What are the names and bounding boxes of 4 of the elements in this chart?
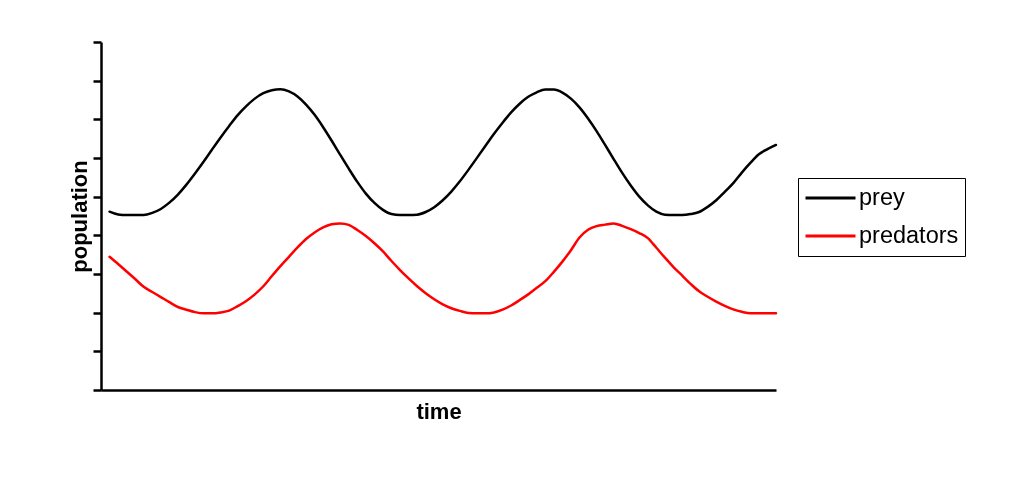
- y-axis-title: population: [66, 160, 92, 273]
- legend-label: predators: [859, 222, 959, 248]
- legend-label: prey: [859, 184, 905, 210]
- x-axis-title: time: [416, 398, 462, 424]
